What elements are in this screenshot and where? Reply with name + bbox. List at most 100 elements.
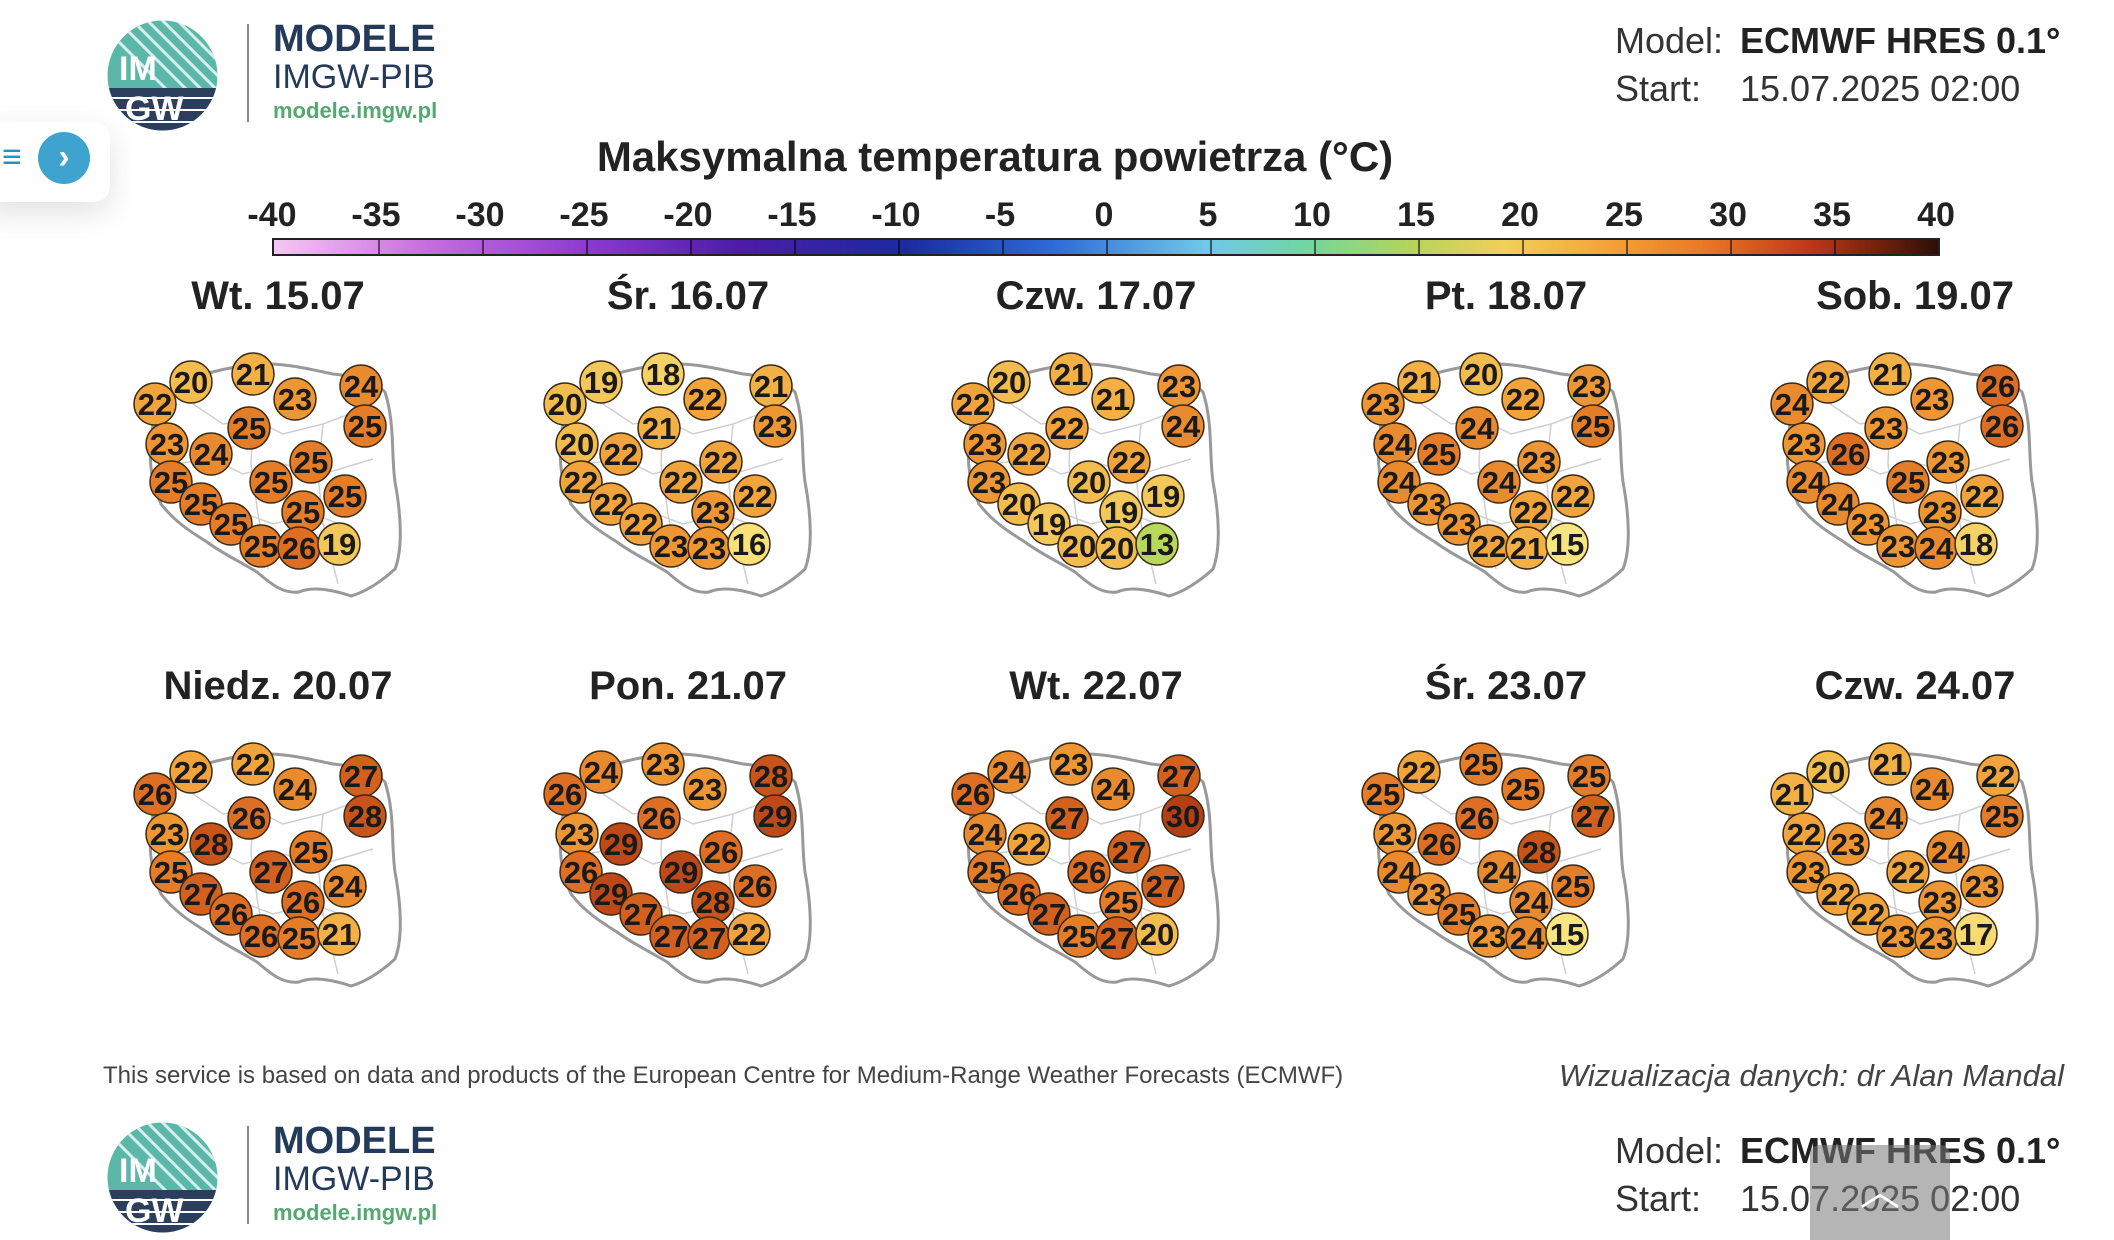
station-marker: 23 xyxy=(963,422,1007,466)
scale-tick-mark xyxy=(1834,240,1836,254)
station-marker-circle xyxy=(659,460,703,504)
station-temp-label: 20 xyxy=(1100,531,1134,566)
scroll-up-icon[interactable]: ︿ xyxy=(1810,1145,1950,1240)
station-marker-circle xyxy=(727,522,771,566)
station-temp-label: 22 xyxy=(1506,382,1540,417)
station-marker-circle xyxy=(1926,440,1970,484)
station-temp-label: 23 xyxy=(1787,427,1821,462)
station-marker: 28 xyxy=(1517,830,1561,874)
station-temp-label: 28 xyxy=(348,799,382,834)
station-marker: 22 xyxy=(619,502,663,546)
station-marker: 26 xyxy=(1455,796,1499,840)
station-marker-circle xyxy=(967,460,1011,504)
station-temp-label: 23 xyxy=(1881,529,1915,564)
station-temp-label: 23 xyxy=(560,817,594,852)
station-marker: 24 xyxy=(963,812,1007,856)
scale-tick-mark xyxy=(794,240,796,254)
station-temp-label: 26 xyxy=(282,531,316,566)
day-title: Wt. 15.07 xyxy=(191,274,365,318)
station-temp-label: 27 xyxy=(1112,835,1146,870)
station-marker-circle xyxy=(1417,432,1461,476)
station-temp-label: 24 xyxy=(992,755,1027,790)
station-marker: 23 xyxy=(1876,524,1920,568)
chevron-right-icon[interactable]: › xyxy=(38,132,90,184)
station-marker-circle xyxy=(641,742,685,786)
station-temp-label: 21 xyxy=(1054,357,1088,392)
color-scale-bar xyxy=(272,238,1940,256)
station-marker-circle xyxy=(1545,912,1589,956)
start-label: Start: xyxy=(1615,1178,1702,1219)
logo-line-url: modele.imgw.pl xyxy=(273,1200,438,1225)
station-marker: 22 xyxy=(1107,440,1151,484)
station-marker: 21 xyxy=(231,352,275,396)
station-marker-circle xyxy=(683,767,727,811)
station-temp-label: 22 xyxy=(138,387,172,422)
station-temp-label: 22 xyxy=(1891,855,1925,890)
station-marker-circle xyxy=(1067,850,1111,894)
station-temp-label: 22 xyxy=(1787,817,1821,852)
station-marker-circle xyxy=(753,404,797,448)
station-marker-circle xyxy=(1459,742,1503,786)
station-temp-label: 25 xyxy=(244,529,278,564)
station-temp-label: 26 xyxy=(1072,855,1106,890)
station-marker-circle xyxy=(1377,460,1421,504)
station-marker-circle xyxy=(683,377,727,421)
sidebar-toggle[interactable]: ≡ › xyxy=(0,122,110,202)
station-marker: 22 xyxy=(169,750,213,794)
station-temp-label: 22 xyxy=(704,445,738,480)
station-marker-circle xyxy=(1141,474,1185,518)
station-marker: 24 xyxy=(1910,767,1954,811)
station-temp-label: 20 xyxy=(1464,357,1498,392)
station-marker-circle xyxy=(343,404,387,448)
scale-tick-label: -40 xyxy=(247,196,297,234)
station-marker: 25 xyxy=(323,474,367,518)
hamburger-menu-icon[interactable]: ≡ xyxy=(2,138,22,176)
station-temp-label: 22 xyxy=(1012,437,1046,472)
station-marker: 22 xyxy=(1886,850,1930,894)
station-marker: 26 xyxy=(239,914,283,958)
station-marker: 19 xyxy=(1027,502,1071,546)
station-temp-label: 23 xyxy=(646,747,680,782)
station-marker-circle xyxy=(169,750,213,794)
station-temp-label: 29 xyxy=(758,799,792,834)
station-marker-circle xyxy=(641,352,685,396)
station-temp-label: 24 xyxy=(1514,885,1549,920)
station-marker: 24 xyxy=(1161,404,1205,448)
station-marker-circle xyxy=(1161,404,1205,448)
station-temp-label: 18 xyxy=(1959,527,1993,562)
station-marker-circle xyxy=(1397,360,1441,404)
station-marker-circle xyxy=(1868,742,1912,786)
station-temp-label: 26 xyxy=(232,801,266,836)
scale-tick-label: -35 xyxy=(351,196,401,234)
logo-divider xyxy=(247,1126,249,1224)
station-marker-circle xyxy=(987,750,1031,794)
station-marker: 17 xyxy=(1954,912,1998,956)
imgw-logo-bottom[interactable]: IM GW MODELE IMGW-PIB modele.imgw.pl xyxy=(105,1120,455,1235)
station-marker: 27 xyxy=(249,850,293,894)
imgw-logo-mark-bottom: IM GW xyxy=(107,1122,218,1233)
station-marker-circle xyxy=(659,850,703,894)
station-marker: 22 xyxy=(1007,822,1051,866)
imgw-logo[interactable]: IM GW MODELE IMGW-PIB modele.imgw.pl xyxy=(105,18,455,133)
station-temp-label: 26 xyxy=(1460,801,1494,836)
station-marker: 27 xyxy=(687,916,731,960)
station-temp-label: 23 xyxy=(1919,921,1953,956)
station-marker-circle xyxy=(1135,912,1179,956)
start-value: 15.07.2025 02:00 xyxy=(1740,68,2021,109)
station-marker: 25 xyxy=(1417,432,1461,476)
day-title: Czw. 24.07 xyxy=(1814,664,2016,708)
station-marker: 27 xyxy=(1157,754,1201,798)
station-marker: 20 xyxy=(555,422,599,466)
station-temp-label: 27 xyxy=(1100,921,1134,956)
station-marker-circle xyxy=(1886,460,1930,504)
scale-tick-mark xyxy=(690,240,692,254)
station-marker-circle xyxy=(733,864,777,908)
station-marker: 23 xyxy=(1910,377,1954,421)
station-marker-circle xyxy=(951,772,995,816)
station-temp-label: 22 xyxy=(1965,479,1999,514)
station-temp-label: 25 xyxy=(1506,772,1540,807)
station-marker-circle xyxy=(1477,460,1521,504)
station-temp-label: 25 xyxy=(1104,885,1138,920)
